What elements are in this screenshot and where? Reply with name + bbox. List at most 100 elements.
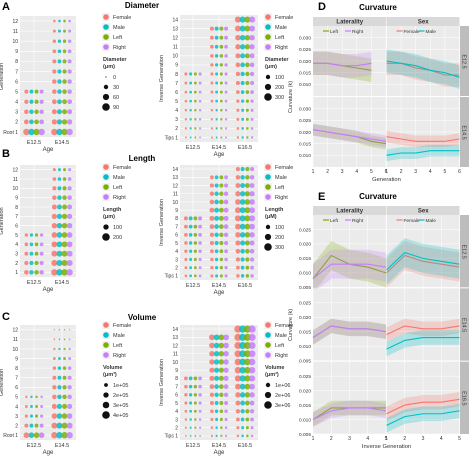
dot-female [209,367,215,373]
dot-female [210,417,214,421]
y-tick-label: 0.010 [299,271,311,277]
dot-left [61,413,68,419]
dot-male [214,175,219,180]
legend-dot-left [103,34,109,40]
y-tick-label: 0.010 [299,82,311,88]
dot-female [53,329,56,331]
dot-female [184,266,188,270]
dot-right [198,249,202,253]
dot-female [52,186,57,191]
dot-female [185,435,187,437]
dot-female [51,119,57,125]
row-strip [460,97,469,167]
dot-left [219,392,224,397]
x-tick-label: 5 [458,436,461,442]
dot-male [189,109,192,112]
legend-label: Right [275,195,288,201]
size-legend-label: 1e+05 [113,383,128,389]
dot-left [219,274,223,278]
y-tick-label: 3 [15,414,18,420]
dot-female [210,99,214,103]
dot-female [184,241,188,245]
legend-dot-male [265,24,271,30]
dot-male [29,89,34,94]
ribbon-right [313,318,386,345]
ribbon-left [313,51,372,82]
ribbon-left [313,123,386,150]
dot-female [184,409,188,413]
dot-left [193,224,198,229]
y-tick-label: 5 [175,401,178,407]
dot-right [250,426,254,430]
dot-left [62,89,67,94]
dot-male [189,72,193,76]
y-tick-label: 7 [175,384,178,390]
dot-male [214,409,219,414]
dot-female [184,376,188,381]
dot-female [52,177,57,181]
dot-right [40,395,43,399]
ribbon-male [386,49,460,89]
size-legend-label: 3e+05 [113,403,128,409]
dot-right [223,215,229,221]
dot-right [198,274,202,278]
x-tick-label: E14.5 [212,145,226,151]
y-tick-label: 5 [175,241,178,247]
dot-right [223,207,229,213]
dot-male [56,269,63,276]
dot-left [218,342,225,349]
size-legend-dot [103,224,109,230]
dot-female [236,417,240,422]
section-title-diameter: Diameter [125,1,159,10]
dot-left [63,29,67,33]
y-tick-label: 0.005 [299,358,311,364]
dot-right [66,241,73,248]
dot-right [223,392,229,397]
legend-dot-female [265,322,271,328]
dot-right [249,25,256,32]
dot-left [34,119,39,125]
dot-right [66,222,73,229]
dot-male [57,69,62,74]
dot-female [209,232,215,238]
dot-male [29,260,34,266]
dot-right [198,224,202,229]
y-tick-label: 9 [175,208,178,214]
dot-female [52,375,57,380]
plot-background [20,325,76,440]
dot-left [245,62,250,68]
x-axis-title: Age [214,450,225,456]
dot-right [67,394,72,400]
dot-female [235,223,241,230]
chart-D: Laterality Sex E12.5 0.010 0.015 0.020 0.025 0.… [288,17,469,183]
dot-left [61,213,68,219]
dot-female [235,191,241,197]
y-tick-label: 10 [12,347,18,353]
dot-male [56,204,62,210]
line-male [386,60,460,78]
section-title-curvature-e: Curvature [359,192,397,201]
dot-male [189,99,192,103]
legend-label: Right [113,195,126,201]
dot-male [58,338,61,341]
dot-male [29,423,34,428]
dot-right [198,376,202,381]
dot-right [199,435,201,437]
y-tick-label: 6 [15,79,18,85]
dot-left [220,127,223,130]
dot-male [188,376,193,381]
legend-label: Left [330,29,339,35]
dot-right [249,34,255,41]
dot-male [29,119,34,125]
dot-left [61,222,68,229]
legend-dot-left [265,342,271,348]
x-tick-label: 1 [385,169,388,175]
dot-male [214,392,219,397]
y-tick-label: 10 [172,200,178,206]
legend-label: Male [426,218,437,224]
dot-male [214,266,219,270]
x-tick-label: 4 [366,436,369,442]
dot-right [67,177,72,181]
row-strip [460,26,469,96]
